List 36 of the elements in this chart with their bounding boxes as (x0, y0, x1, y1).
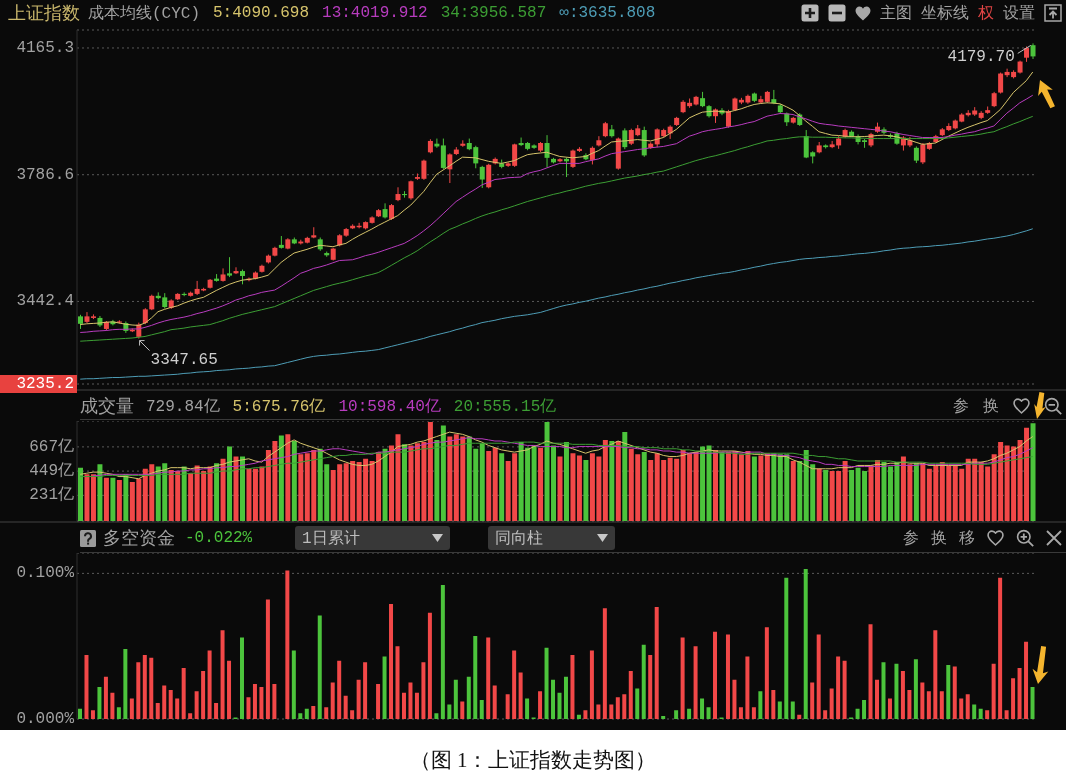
text: ∞:3635.808 (559, 4, 656, 22)
y-tick-label: 0.100% (16, 564, 75, 583)
annotation: 4179.70 (947, 48, 1015, 67)
text: 权 (978, 3, 994, 24)
text: -0.022% (185, 529, 253, 547)
text: 参 (953, 396, 969, 417)
text: 换 (983, 396, 999, 417)
text: 5:4090.698 (213, 4, 310, 22)
text: 设置 (1003, 3, 1035, 24)
annotation: 3347.65 (150, 350, 218, 369)
y-tick-label: 231亿 (29, 486, 74, 505)
chart-subtitle: 成本均线(CYC) (88, 3, 201, 24)
dropdown: 1日累计 (295, 526, 450, 550)
chart-title: 成交量 (80, 396, 134, 418)
y-tick-label: 3786.6 (16, 165, 74, 184)
text: 34:3956.587 (440, 4, 547, 22)
text: 参 (903, 528, 919, 549)
chart-title: 上证指数 (8, 3, 80, 25)
y-tick-label: 667亿 (29, 437, 74, 456)
text: 坐标线 (921, 3, 969, 24)
text: （图 1：上证指数走势图） (409, 747, 657, 774)
y-tick-label: 449亿 (29, 462, 74, 481)
text: 729.84亿 (146, 396, 220, 417)
chart-title: 多空资金 (103, 528, 175, 550)
y-tick-label: 3235.2 (16, 375, 74, 393)
series-label: 10:598.40亿 (338, 396, 441, 417)
text: 移 (959, 528, 975, 549)
text: 5:675.76亿 (232, 396, 326, 417)
text: 主图 (880, 3, 912, 24)
series-label: 20:555.15亿 (453, 396, 557, 417)
text: 13:4019.912 (322, 4, 428, 22)
y-tick-label: 3442.4 (16, 292, 74, 311)
y-tick-label: 0.000% (16, 710, 75, 728)
y-tick-label: 4165.3 (16, 38, 74, 57)
text: 换 (931, 528, 947, 549)
dropdown: 同向柱 (488, 526, 615, 550)
